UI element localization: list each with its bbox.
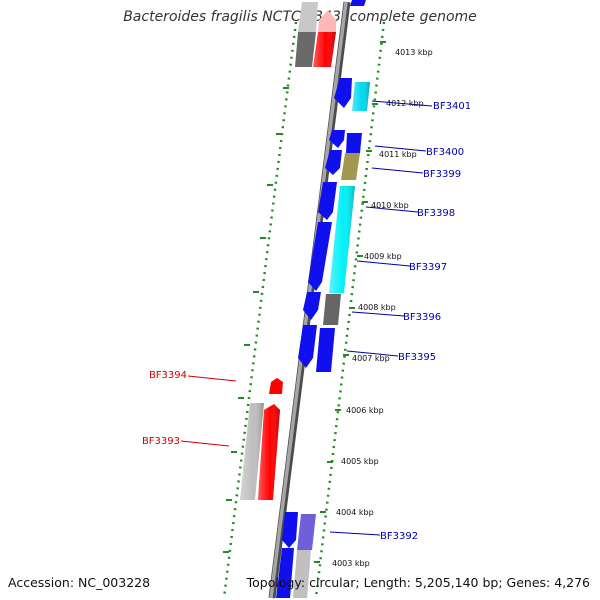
kbp-label: 4011 kbp (379, 150, 417, 159)
gene-bottom-b (293, 550, 311, 598)
gene-bf3396 (323, 294, 341, 325)
right-dash-marks (314, 41, 386, 563)
gene-bf3400-b (325, 150, 342, 175)
gene-bottom-a (276, 548, 294, 598)
kbp-label: 4003 kbp (332, 559, 370, 568)
accession-text: Accession: NC_003228 (8, 575, 151, 590)
gene-label[interactable]: BF3392 (380, 531, 418, 542)
label-leader-lines (180, 100, 433, 536)
gene-bf3397 (308, 222, 332, 291)
gene-labels-reverse: BF3394 BF3393 (142, 370, 187, 447)
gene-top-blue-small (350, 0, 366, 6)
gene-label[interactable]: BF3395 (398, 352, 436, 363)
left-dash-marks (223, 87, 289, 553)
kbp-label: 4013 kbp (395, 48, 433, 57)
gene-bf3398-a (318, 182, 337, 220)
kbp-label: 4012 kbp (386, 99, 424, 108)
kbp-label: 4010 kbp (371, 201, 409, 210)
kbp-label: 4008 kbp (358, 303, 396, 312)
gene-label[interactable]: BF3394 (149, 370, 187, 381)
gene-bf3400-a (329, 130, 345, 148)
topology-text: Topology: circular; Length: 5,205,140 bp… (246, 575, 590, 590)
kbp-label: 4004 kbp (336, 508, 374, 517)
gene-shading (240, 32, 370, 500)
gene-label[interactable]: BF3399 (423, 169, 461, 180)
gene-label[interactable]: BF3401 (433, 101, 471, 112)
outer-dotted-line (314, 21, 386, 599)
gene-top-lightgray (298, 2, 318, 32)
gene-bf3395 (316, 328, 335, 372)
gene-label[interactable]: BF3396 (403, 312, 441, 323)
gene-label[interactable]: BF3400 (426, 147, 464, 158)
kbp-label: 4009 kbp (364, 252, 402, 261)
kbp-label: 4006 kbp (346, 406, 384, 415)
gene-labels-forward: BF3401 BF3400 BF3399 BF3398 BF3397 BF339… (380, 101, 471, 542)
gene-bf3394 (269, 378, 283, 394)
gene-label[interactable]: BF3398 (417, 208, 455, 219)
gene-bf3396-a (303, 292, 321, 320)
kbp-label: 4005 kbp (341, 457, 379, 466)
gene-bf3401-a (334, 78, 352, 108)
gene-bf3392-a (282, 512, 298, 548)
gene-bf3395-a (298, 325, 317, 368)
gene-bf3392 (297, 514, 316, 550)
gene-bf3399 (341, 153, 360, 180)
kbp-label: 4007 kbp (352, 354, 390, 363)
gene-label[interactable]: BF3393 (142, 436, 180, 447)
inner-dotted-line (222, 21, 298, 599)
gene-top-gray (295, 32, 316, 67)
gene-top-red-head (318, 10, 336, 32)
gene-bf3400 (346, 133, 362, 153)
gene-label[interactable]: BF3397 (409, 262, 447, 273)
kbp-tick-labels: 4013 kbp 4012 kbp 4011 kbp 4010 kbp 4009… (332, 48, 433, 568)
